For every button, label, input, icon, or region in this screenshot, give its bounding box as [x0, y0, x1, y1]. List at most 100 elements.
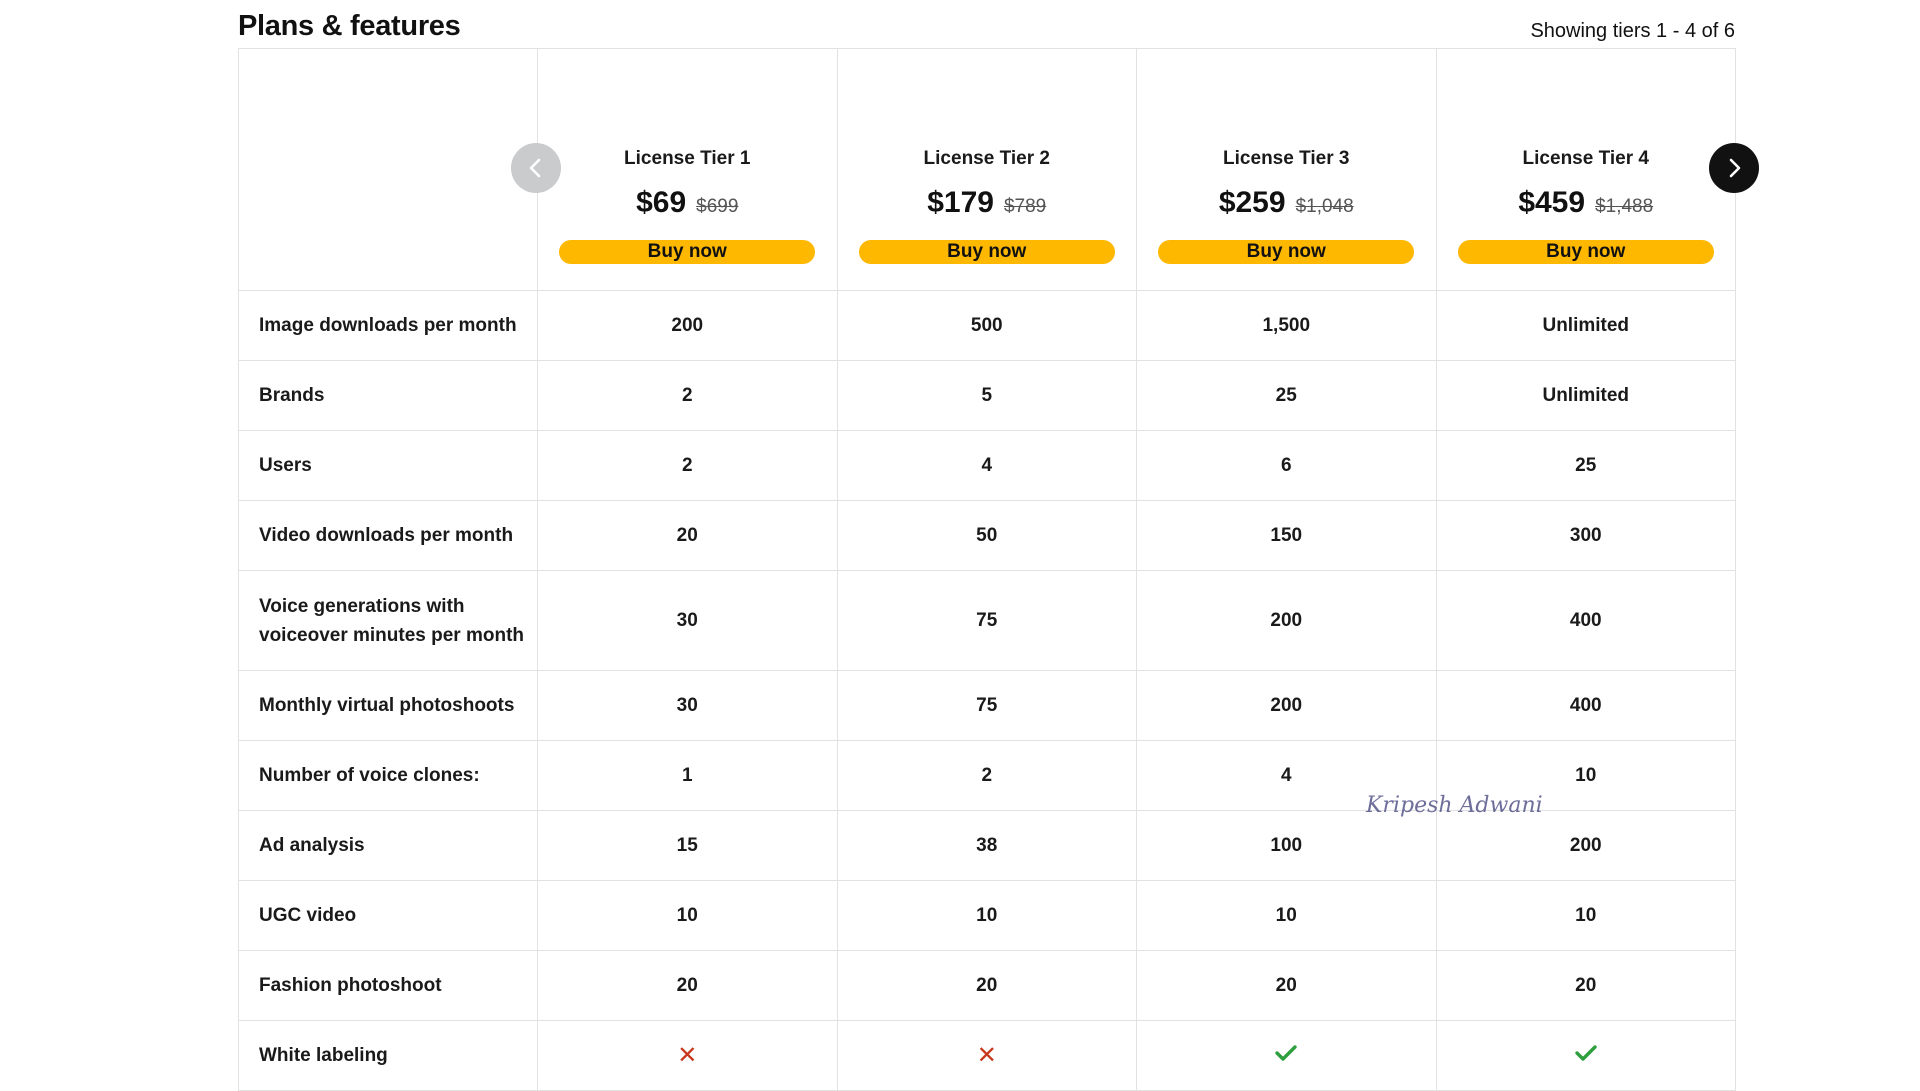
feature-value: 25	[1136, 360, 1437, 431]
feature-row: White labeling ✕ ✕	[238, 1020, 1736, 1091]
plans-table-wrapper: License Tier 1 $69 $699 Buy now License …	[238, 48, 1736, 1091]
feature-value: 25	[1435, 430, 1736, 501]
page-header: Plans & features Showing tiers 1 - 4 of …	[238, 0, 1735, 48]
feature-row: Fashion photoshoot 20 20 20 20	[238, 950, 1736, 1021]
feature-value: 20	[537, 500, 838, 571]
feature-value: 20	[1435, 950, 1736, 1021]
feature-row: Video downloads per month 20 50 150 300	[238, 500, 1736, 571]
feature-value: 30	[537, 670, 838, 741]
buy-now-button-tier-3[interactable]: Buy now	[1158, 239, 1415, 264]
tier-price: $69	[636, 185, 687, 219]
tier-range-text: Showing tiers 1 - 4 of 6	[1530, 20, 1735, 42]
feature-label: Ad analysis	[238, 810, 538, 881]
feature-value: 300	[1435, 500, 1736, 571]
feature-row: Voice generations with voiceover minutes…	[238, 570, 1736, 671]
feature-value: 1	[537, 740, 838, 811]
feature-value: 400	[1435, 670, 1736, 741]
tier-price: $259	[1218, 185, 1286, 219]
page-title: Plans & features	[238, 10, 461, 42]
feature-label: Video downloads per month	[238, 500, 538, 571]
cross-icon: ✕	[677, 1042, 698, 1069]
tier-header-cell: License Tier 2 $179 $789 Buy now	[836, 48, 1137, 291]
feature-value: 10	[1435, 740, 1736, 811]
feature-label: Image downloads per month	[238, 290, 538, 361]
feature-value: 75	[836, 570, 1137, 671]
feature-label: Brands	[238, 360, 538, 431]
feature-value: 38	[836, 810, 1137, 881]
chevron-left-icon	[525, 157, 547, 179]
plans-comparison-table: License Tier 1 $69 $699 Buy now License …	[238, 48, 1736, 1091]
tier-header-cell: License Tier 4 $459 $1,488 Buy now	[1435, 48, 1736, 291]
cross-icon: ✕	[976, 1042, 997, 1069]
tier-name: License Tier 4	[1522, 147, 1649, 169]
feature-value: 2	[836, 740, 1137, 811]
signature-text: Kripesh Adwani	[1365, 793, 1542, 818]
feature-value: 10	[836, 880, 1137, 951]
feature-value: 150	[1136, 500, 1437, 571]
feature-value: 1,500	[1136, 290, 1437, 361]
feature-value-cell: ✕	[537, 1020, 838, 1091]
feature-value: 5	[836, 360, 1137, 431]
feature-value: Unlimited	[1435, 290, 1736, 361]
feature-row: Image downloads per month 200 500 1,500 …	[238, 290, 1736, 361]
signature-watermark: Kripesh Adwani	[1362, 780, 1543, 828]
feature-value: 75	[836, 670, 1137, 741]
tier-name: License Tier 3	[1223, 147, 1350, 169]
feature-value-cell: ✕	[836, 1020, 1137, 1091]
feature-value: 200	[1136, 570, 1437, 671]
feature-label: Voice generations with voiceover minutes…	[238, 570, 538, 671]
tier-name: License Tier 1	[624, 147, 751, 169]
tier-header-row: License Tier 1 $69 $699 Buy now License …	[238, 48, 1736, 291]
feature-row: Brands 2 5 25 Unlimited	[238, 360, 1736, 431]
feature-value: 2	[537, 430, 838, 501]
feature-label: Fashion photoshoot	[238, 950, 538, 1021]
feature-value: 200	[537, 290, 838, 361]
feature-value-cell	[1136, 1020, 1437, 1091]
feature-value: 20	[836, 950, 1137, 1021]
tier-old-price: $1,048	[1295, 195, 1354, 217]
previous-tiers-button[interactable]	[511, 143, 561, 193]
feature-value: 20	[537, 950, 838, 1021]
feature-value: 400	[1435, 570, 1736, 671]
buy-now-button-tier-2[interactable]: Buy now	[858, 239, 1115, 264]
feature-value: 2	[537, 360, 838, 431]
feature-value: Unlimited	[1435, 360, 1736, 431]
feature-value: 200	[1136, 670, 1437, 741]
feature-value: 20	[1136, 950, 1437, 1021]
feature-value-cell	[1435, 1020, 1736, 1091]
feature-row: UGC video 10 10 10 10	[238, 880, 1736, 951]
feature-value: 10	[1435, 880, 1736, 951]
feature-row: Users 2 4 6 25	[238, 430, 1736, 501]
feature-value: 50	[836, 500, 1137, 571]
feature-label: White labeling	[238, 1020, 538, 1091]
tier-old-price: $1,488	[1595, 195, 1654, 217]
buy-now-button-tier-1[interactable]: Buy now	[559, 239, 816, 264]
tier-old-price: $789	[1003, 195, 1047, 217]
feature-value: 15	[537, 810, 838, 881]
feature-label: UGC video	[238, 880, 538, 951]
feature-value: 30	[537, 570, 838, 671]
empty-header-cell	[238, 48, 538, 291]
check-icon	[1574, 1043, 1598, 1069]
feature-row: Monthly virtual photoshoots 30 75 200 40…	[238, 670, 1736, 741]
tier-header-cell: License Tier 3 $259 $1,048 Buy now	[1136, 48, 1437, 291]
feature-label: Number of voice clones:	[238, 740, 538, 811]
feature-value: 6	[1136, 430, 1437, 501]
tier-price: $459	[1518, 185, 1586, 219]
feature-label: Users	[238, 430, 538, 501]
feature-value: 4	[1136, 740, 1437, 811]
feature-value: 10	[537, 880, 838, 951]
tier-old-price: $699	[696, 195, 739, 217]
feature-value: 10	[1136, 880, 1437, 951]
buy-now-button-tier-4[interactable]: Buy now	[1457, 239, 1714, 264]
feature-label: Monthly virtual photoshoots	[238, 670, 538, 741]
tier-price: $179	[927, 185, 994, 219]
feature-value: 500	[836, 290, 1137, 361]
feature-value: 4	[836, 430, 1137, 501]
feature-value: 200	[1435, 810, 1736, 881]
check-icon	[1274, 1043, 1298, 1069]
chevron-right-icon	[1723, 157, 1745, 179]
tier-name: License Tier 2	[923, 147, 1050, 169]
next-tiers-button[interactable]	[1709, 143, 1759, 193]
feature-row: Number of voice clones: 1 2 4 10	[238, 740, 1736, 811]
